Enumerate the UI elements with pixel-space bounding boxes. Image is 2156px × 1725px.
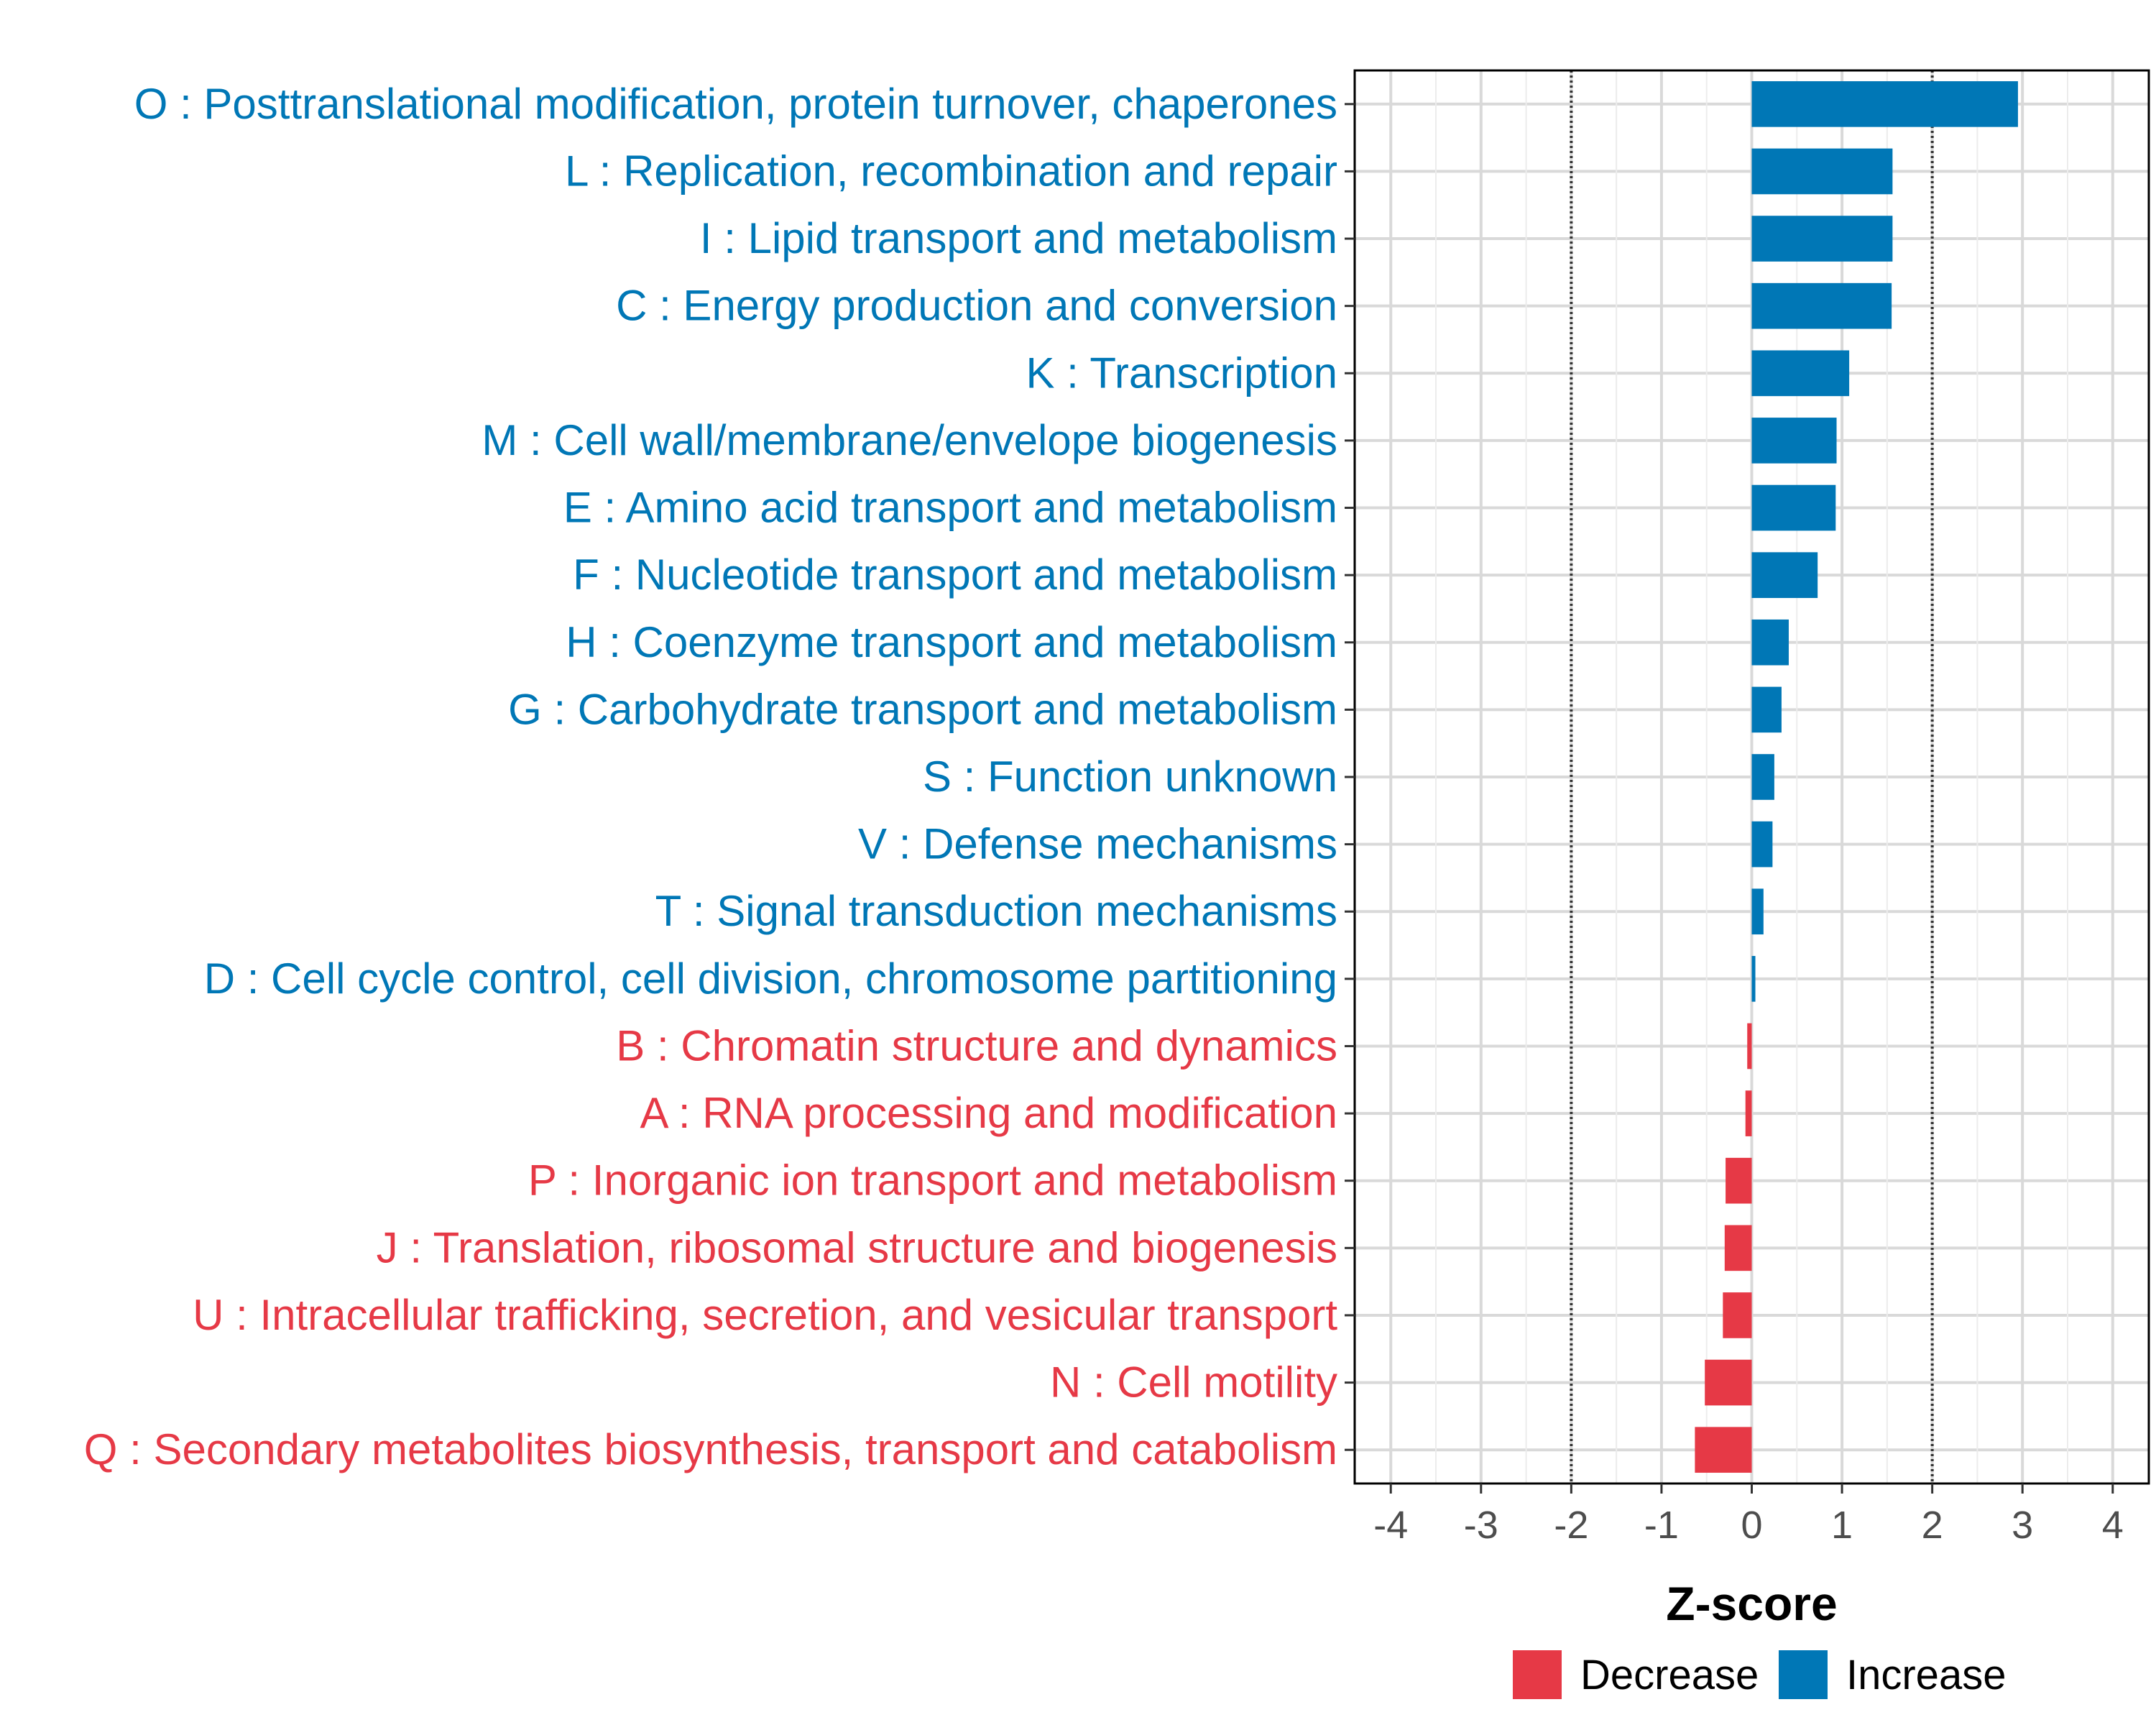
category-label: J : Translation, ribosomal structure and…	[377, 1223, 1337, 1271]
legend-label-decrease: Decrease	[1580, 1652, 1759, 1698]
bar	[1751, 216, 1893, 262]
bar	[1747, 1023, 1752, 1070]
legend-swatch-decrease	[1513, 1650, 1562, 1699]
bar	[1751, 821, 1773, 868]
category-label: E : Amino acid transport and metabolism	[563, 484, 1337, 532]
category-label: C : Energy production and conversion	[616, 282, 1337, 330]
bar	[1751, 888, 1764, 935]
category-label: F : Nucleotide transport and metabolism	[573, 551, 1337, 599]
x-axis-title: Z-score	[1666, 1577, 1837, 1630]
bar	[1751, 282, 1892, 329]
legend: Decrease Increase	[1513, 1650, 2006, 1699]
x-tick-label: 4	[2102, 1504, 2124, 1547]
x-tick-label: 0	[1741, 1504, 1762, 1547]
bar	[1723, 1292, 1752, 1338]
bar	[1724, 1225, 1752, 1271]
legend-label-increase: Increase	[1846, 1652, 2006, 1698]
bar	[1751, 350, 1850, 397]
bar	[1751, 686, 1782, 733]
x-tick-label: -3	[1464, 1504, 1498, 1547]
category-label: U : Intracellular trafficking, secretion…	[193, 1291, 1337, 1339]
category-label: T : Signal transduction mechanisms	[655, 887, 1337, 935]
category-label: G : Carbohydrate transport and metabolis…	[508, 685, 1337, 733]
bar	[1751, 754, 1774, 800]
bar	[1751, 484, 1836, 531]
bar	[1695, 1427, 1752, 1473]
category-label: N : Cell motility	[1050, 1358, 1337, 1407]
category-label: V : Defense mechanisms	[858, 820, 1337, 868]
x-tick-label: 1	[1831, 1504, 1853, 1547]
bar	[1726, 1157, 1752, 1204]
category-label: I : Lipid transport and metabolism	[700, 214, 1337, 262]
bar	[1751, 418, 1837, 464]
category-label: B : Chromatin structure and dynamics	[616, 1021, 1337, 1070]
category-label: Q : Secondary metabolites biosynthesis, …	[84, 1425, 1337, 1473]
x-tick-label: -1	[1644, 1504, 1679, 1547]
category-label: M : Cell wall/membrane/envelope biogenes…	[482, 416, 1337, 464]
bar	[1751, 956, 1756, 1002]
x-axis: -4 -3 -2 -1 0 1 2 3 4	[1373, 1484, 2124, 1547]
category-label: P : Inorganic ion transport and metaboli…	[528, 1156, 1337, 1205]
category-labels: O : Posttranslational modification, prot…	[84, 80, 1355, 1473]
category-label: K : Transcription	[1026, 349, 1337, 397]
bar	[1751, 619, 1789, 666]
bar	[1751, 552, 1818, 598]
bars-layer	[1695, 80, 2018, 1473]
category-label: D : Cell cycle control, cell division, c…	[204, 954, 1337, 1003]
bar	[1751, 148, 1893, 195]
category-label: H : Coenzyme transport and metabolism	[566, 618, 1337, 666]
bar	[1751, 80, 2018, 127]
bar	[1705, 1359, 1752, 1406]
category-label: S : Function unknown	[923, 753, 1337, 801]
x-tick-label: -4	[1373, 1504, 1408, 1547]
x-tick-label: 3	[2012, 1504, 2033, 1547]
x-tick-label: 2	[1922, 1504, 1943, 1547]
category-label: A : RNA processing and modification	[640, 1089, 1337, 1137]
x-tick-label: -2	[1554, 1504, 1588, 1547]
bar	[1745, 1090, 1752, 1136]
category-label: L : Replication, recombination and repai…	[565, 147, 1337, 195]
category-label: O : Posttranslational modification, prot…	[134, 80, 1337, 128]
legend-swatch-increase	[1779, 1650, 1828, 1699]
